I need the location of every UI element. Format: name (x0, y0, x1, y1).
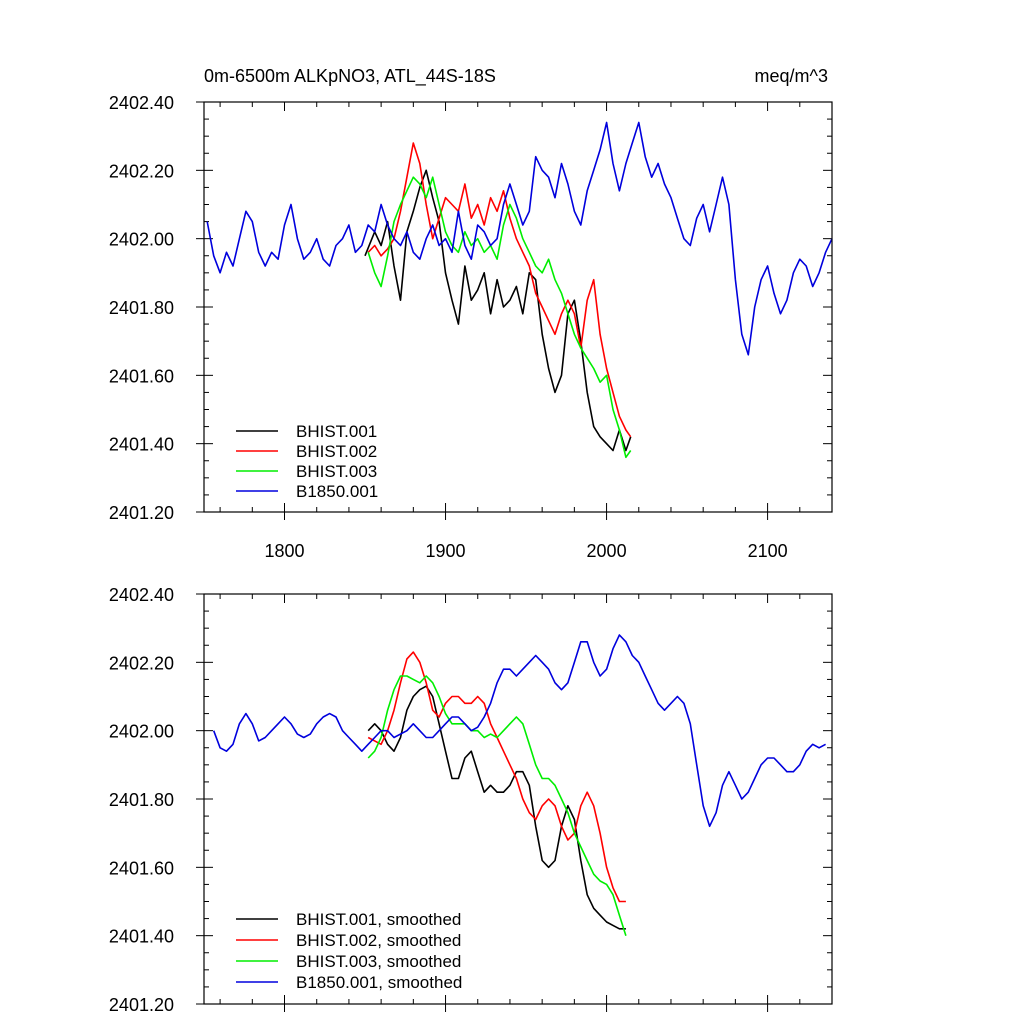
bottom-series-lines (212, 634, 826, 936)
bottom-panel: 2401.20 2401.40 2401.60 2401.80 2402.00 2402.… (109, 585, 833, 1015)
y-tick-label: 2401.60 (109, 366, 174, 386)
bottom-axis-ticks: 2401.20 2401.40 2401.60 2401.80 2402.00 2402.… (109, 585, 833, 1015)
y-tick-label: 2401.80 (109, 790, 174, 810)
x-tick-label: 2100 (748, 541, 788, 561)
series-line-b1850-001 (206, 121, 833, 356)
bottom-plot-frame (203, 593, 833, 1005)
legend-label-b1850: B1850.001 (296, 482, 378, 501)
y-tick-label: 2402.20 (109, 653, 174, 673)
top-plot-frame (203, 101, 833, 513)
legend-label-bhist003: BHIST.003 (296, 462, 377, 481)
y-tick-label: 2401.20 (109, 995, 174, 1015)
top-panel: 0m-6500m ALKpNO3, ATL_44S-18S meq/m^3 24… (109, 66, 833, 561)
y-tick-label: 2402.00 (109, 230, 174, 250)
x-tick-label: 1800 (264, 541, 304, 561)
legend-label-bhist001: BHIST.001 (296, 422, 377, 441)
y-tick-label: 2401.20 (109, 503, 174, 523)
legend-label-bhist003-smoothed: BHIST.003, smoothed (296, 952, 461, 971)
legend-label-bhist001-smoothed: BHIST.001, smoothed (296, 910, 461, 929)
y-tick-label: 2402.40 (109, 93, 174, 113)
legend-label-bhist002: BHIST.002 (296, 442, 377, 461)
series-line-bhist-001 (364, 169, 632, 452)
y-tick-label: 2402.20 (109, 161, 174, 181)
y-tick-label: 2402.00 (109, 722, 174, 742)
series-line-bhist-001-smoothed (367, 685, 626, 930)
legend-label-bhist002-smoothed: BHIST.002, smoothed (296, 931, 461, 950)
y-tick-label: 2402.40 (109, 585, 174, 605)
series-line-b1850-001-smoothed (212, 634, 826, 828)
series-line-bhist-002 (367, 142, 632, 438)
x-tick-label: 1900 (426, 541, 466, 561)
y-tick-label: 2401.60 (109, 858, 174, 878)
series-line-bhist-003-smoothed (367, 675, 627, 936)
top-legend: BHIST.001 BHIST.002 BHIST.003 B1850.001 (236, 422, 378, 501)
units-label: meq/m^3 (755, 66, 828, 86)
legend-label-b1850-smoothed: B1850.001, smoothed (296, 973, 462, 992)
y-tick-label: 2401.80 (109, 298, 174, 318)
y-tick-label: 2401.40 (109, 435, 174, 455)
series-line-bhist-002-smoothed (367, 651, 626, 903)
top-series-lines (206, 121, 833, 459)
series-line-bhist-003 (367, 176, 632, 459)
chart-title: 0m-6500m ALKpNO3, ATL_44S-18S (204, 66, 496, 87)
top-axis-ticks: 2401.20 2401.40 2401.60 2401.80 2402.00 2402.… (109, 93, 833, 561)
bottom-legend: BHIST.001, smoothed BHIST.002, smoothed … (236, 910, 462, 992)
x-tick-label: 2000 (587, 541, 627, 561)
y-tick-label: 2401.40 (109, 927, 174, 947)
